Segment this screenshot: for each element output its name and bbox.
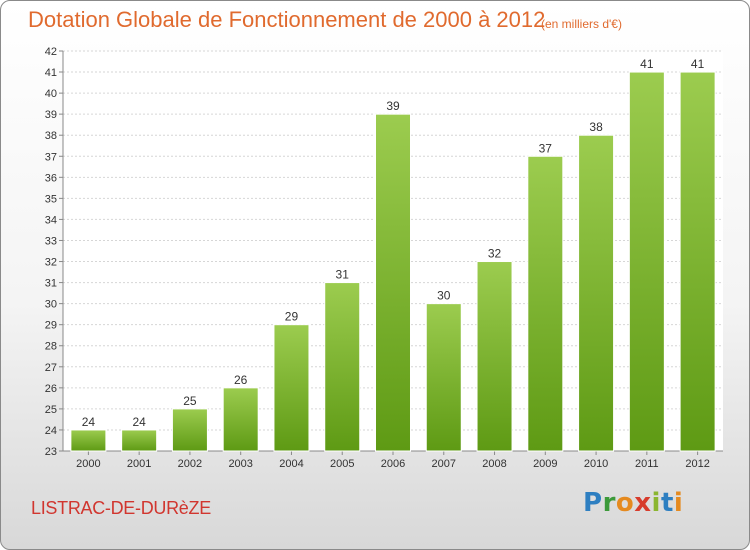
y-tick-label: 42	[45, 46, 57, 58]
bar-2010	[578, 134, 615, 452]
y-tick-label: 33	[45, 235, 57, 247]
bars	[70, 71, 716, 452]
x-tick-label: 2010	[584, 458, 608, 470]
y-tick-label: 34	[45, 214, 57, 226]
logo-letter: o	[615, 488, 635, 518]
y-tick-label: 36	[45, 172, 57, 184]
value-label: 30	[437, 289, 451, 303]
x-tick-label: 2001	[127, 458, 151, 470]
value-label: 38	[589, 120, 603, 134]
bar-2007	[425, 303, 462, 452]
x-tick-label: 2004	[279, 458, 303, 470]
y-tick-label: 23	[45, 446, 57, 458]
x-tick-label: 2008	[482, 458, 506, 470]
x-tick-label: 2002	[178, 458, 202, 470]
y-tick-label: 37	[45, 151, 57, 163]
value-label: 32	[488, 247, 502, 261]
value-label: 26	[234, 373, 248, 387]
bar-2000	[70, 429, 107, 452]
x-tick-label: 2012	[685, 458, 709, 470]
y-tick-label: 35	[45, 193, 57, 205]
logo-letter: P	[583, 488, 603, 518]
y-tick-label: 25	[45, 404, 57, 416]
value-label: 39	[386, 99, 400, 113]
logo-letter: x	[634, 488, 652, 518]
x-tick-label: 2000	[76, 458, 100, 470]
y-tick-label: 38	[45, 130, 57, 142]
bar-2009	[527, 155, 564, 452]
bar-2001	[121, 429, 158, 452]
labels: 23 24 25 26 27 28 29 30 31 32 33 34 35 36 37 38 39 40 41 42…	[45, 46, 710, 470]
value-label: 31	[336, 268, 350, 282]
x-tick-label: 2005	[330, 458, 354, 470]
y-tick-label: 30	[45, 299, 57, 311]
x-tick-label: 2003	[228, 458, 252, 470]
y-tick-label: 29	[45, 320, 57, 332]
value-label: 37	[539, 141, 553, 155]
value-label: 24	[82, 415, 96, 429]
y-tick-label: 28	[45, 341, 57, 353]
y-tick-label: 31	[45, 278, 57, 290]
logo-letter: r	[602, 488, 616, 518]
logo-letter: t	[660, 488, 674, 518]
chart-subtitle: (en milliers d'€)	[541, 17, 622, 31]
bar-2005	[324, 282, 361, 452]
value-label: 25	[183, 394, 197, 408]
y-tick-label: 26	[45, 383, 57, 395]
x-tick-label: 2009	[533, 458, 557, 470]
x-tick-label: 2011	[635, 458, 659, 470]
commune-name: LISTRAC-DE-DURèZE	[31, 498, 211, 518]
x-tick-label: 2007	[432, 458, 456, 470]
bar-2002	[171, 408, 208, 452]
y-tick-label: 27	[45, 362, 57, 374]
logo-letter: i	[673, 488, 684, 518]
bar-2008	[476, 261, 513, 452]
bar-2012	[679, 71, 716, 452]
value-label: 29	[285, 310, 299, 324]
bar-2006	[375, 113, 411, 452]
y-tick-label: 40	[45, 88, 57, 100]
bar-2011	[628, 71, 665, 452]
y-tick-label: 32	[45, 257, 57, 269]
bar-2003	[222, 387, 259, 452]
y-tick-label: 39	[45, 109, 57, 121]
y-tick-label: 41	[45, 67, 57, 79]
value-label: 41	[640, 57, 654, 71]
value-label: 24	[132, 415, 146, 429]
y-tick-label: 24	[45, 425, 57, 437]
bar-2004	[273, 324, 310, 452]
x-tick-label: 2006	[381, 458, 405, 470]
value-label: 41	[691, 57, 705, 71]
proxiti-logo[interactable]: Proxiti	[583, 488, 683, 518]
chart-title: Dotation Globale de Fonctionnement de 20…	[28, 7, 546, 32]
logo-letter: i	[651, 488, 661, 518]
